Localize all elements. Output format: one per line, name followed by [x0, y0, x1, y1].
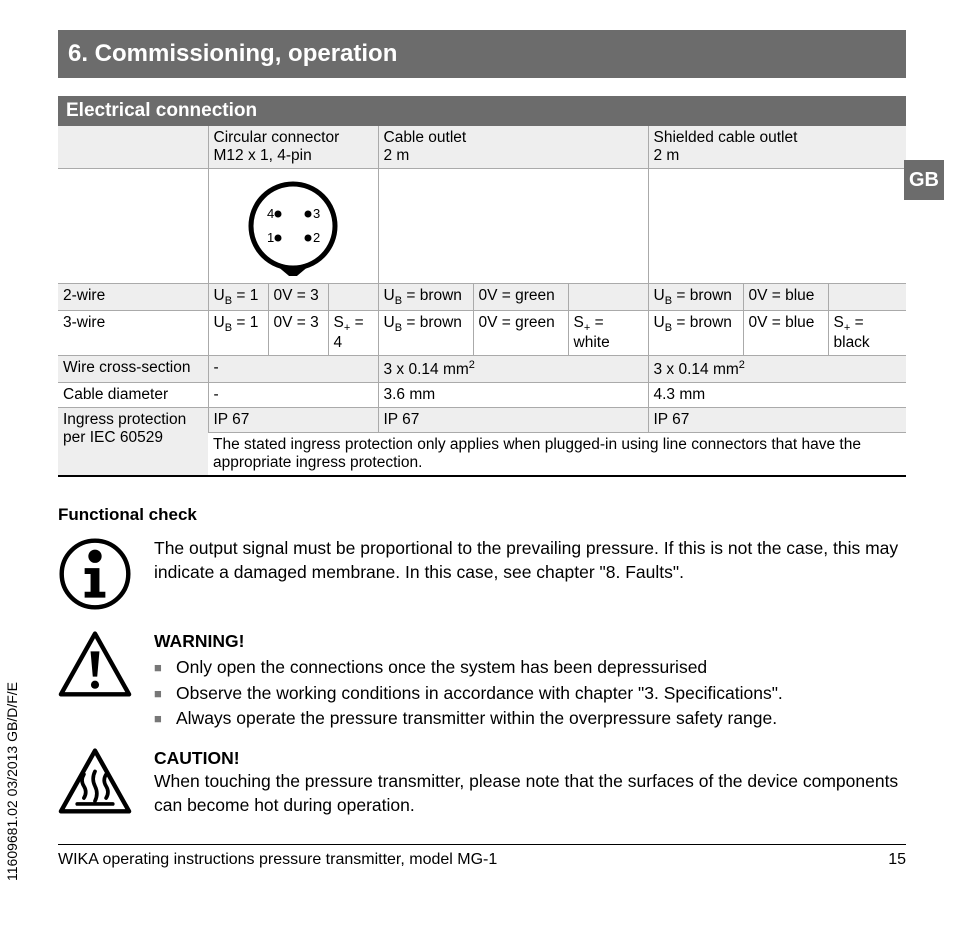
ip-note-cell: The stated ingress protection only appli…: [208, 433, 906, 477]
cell: 0V = 3: [268, 311, 328, 356]
cell: [328, 284, 378, 311]
section-header: 6. Commissioning, operation: [58, 30, 906, 78]
cell: -: [208, 356, 378, 383]
warning-title: WARNING!: [154, 630, 906, 654]
cell: 3 x 0.14 mm2: [648, 356, 906, 383]
colhead-cable: Cable outlet 2 m: [378, 126, 648, 169]
cell: 3 x 0.14 mm2: [378, 356, 648, 383]
warning-item: Observe the working conditions in accord…: [154, 682, 906, 706]
row-2wire-label: 2-wire: [58, 284, 208, 311]
cell: UB = brown: [648, 311, 743, 356]
functional-check-title: Functional check: [58, 505, 906, 525]
cell: IP 67: [378, 408, 648, 433]
svg-text:4: 4: [267, 206, 274, 221]
cell: [568, 284, 648, 311]
cell: [828, 284, 906, 311]
connector-row-label: [58, 169, 208, 284]
cell: UB = brown: [378, 284, 473, 311]
cell: 0V = blue: [743, 284, 828, 311]
colhead-circular: Circular connector M12 x 1, 4-pin: [208, 126, 378, 169]
row-wcs-label: Wire cross-section: [58, 356, 208, 383]
spec-table: Circular connector M12 x 1, 4-pin Cable …: [58, 126, 906, 477]
cell: UB = brown: [648, 284, 743, 311]
cell: 0V = blue: [743, 311, 828, 356]
warning-item: Only open the connections once the syste…: [154, 656, 906, 680]
warning-item: Always operate the pressure transmitter …: [154, 707, 906, 731]
cell: S+ = white: [568, 311, 648, 356]
connector-cell-shielded: [648, 169, 906, 284]
caution-text: When touching the pressure transmitter, …: [154, 770, 906, 817]
info-icon: [58, 537, 132, 616]
cell: 4.3 mm: [648, 383, 906, 408]
caution-hot-icon: [58, 747, 132, 820]
subsection-header: Electrical connection: [58, 96, 906, 126]
cell: UB = 1: [208, 284, 268, 311]
footer-doc-title: WIKA operating instructions pressure tra…: [58, 851, 497, 869]
warning-icon: [58, 630, 132, 703]
connector-diagram-cell: 4 3 1 2: [208, 169, 378, 284]
footer-page-number: 15: [888, 851, 906, 869]
colhead-shielded: Shielded cable outlet 2 m: [648, 126, 906, 169]
row-ip-label: Ingress protection per IEC 60529: [58, 408, 208, 477]
warning-list: Only open the connections once the syste…: [154, 656, 906, 731]
cell: S+ = black: [828, 311, 906, 356]
svg-text:2: 2: [313, 230, 320, 245]
cell: UB = 1: [208, 311, 268, 356]
cell: S+ = 4: [328, 311, 378, 356]
cell: 0V = green: [473, 311, 568, 356]
caution-title: CAUTION!: [154, 747, 906, 771]
page-footer: WIKA operating instructions pressure tra…: [58, 844, 906, 869]
info-text: The output signal must be proportional t…: [154, 537, 906, 584]
svg-text:3: 3: [313, 206, 320, 221]
cell: 0V = 3: [268, 284, 328, 311]
document-id-vertical: 11609681.02 03/2013 GB/D/F/E: [4, 682, 20, 881]
row-cd-label: Cable diameter: [58, 383, 208, 408]
warning-block: WARNING! Only open the connections once …: [58, 630, 906, 733]
svg-text:1: 1: [267, 230, 274, 245]
connector-cell-cable: [378, 169, 648, 284]
row-3wire-label: 3-wire: [58, 311, 208, 356]
m12-connector-icon: 4 3 1 2: [243, 176, 343, 276]
language-tab: GB: [904, 160, 944, 200]
cell: IP 67: [648, 408, 906, 433]
table-corner: [58, 126, 208, 169]
cell: UB = brown: [378, 311, 473, 356]
cell: 3.6 mm: [378, 383, 648, 408]
cell: IP 67: [208, 408, 378, 433]
cell: 0V = green: [473, 284, 568, 311]
cell: -: [208, 383, 378, 408]
caution-block: CAUTION! When touching the pressure tran…: [58, 747, 906, 820]
info-block: The output signal must be proportional t…: [58, 537, 906, 616]
